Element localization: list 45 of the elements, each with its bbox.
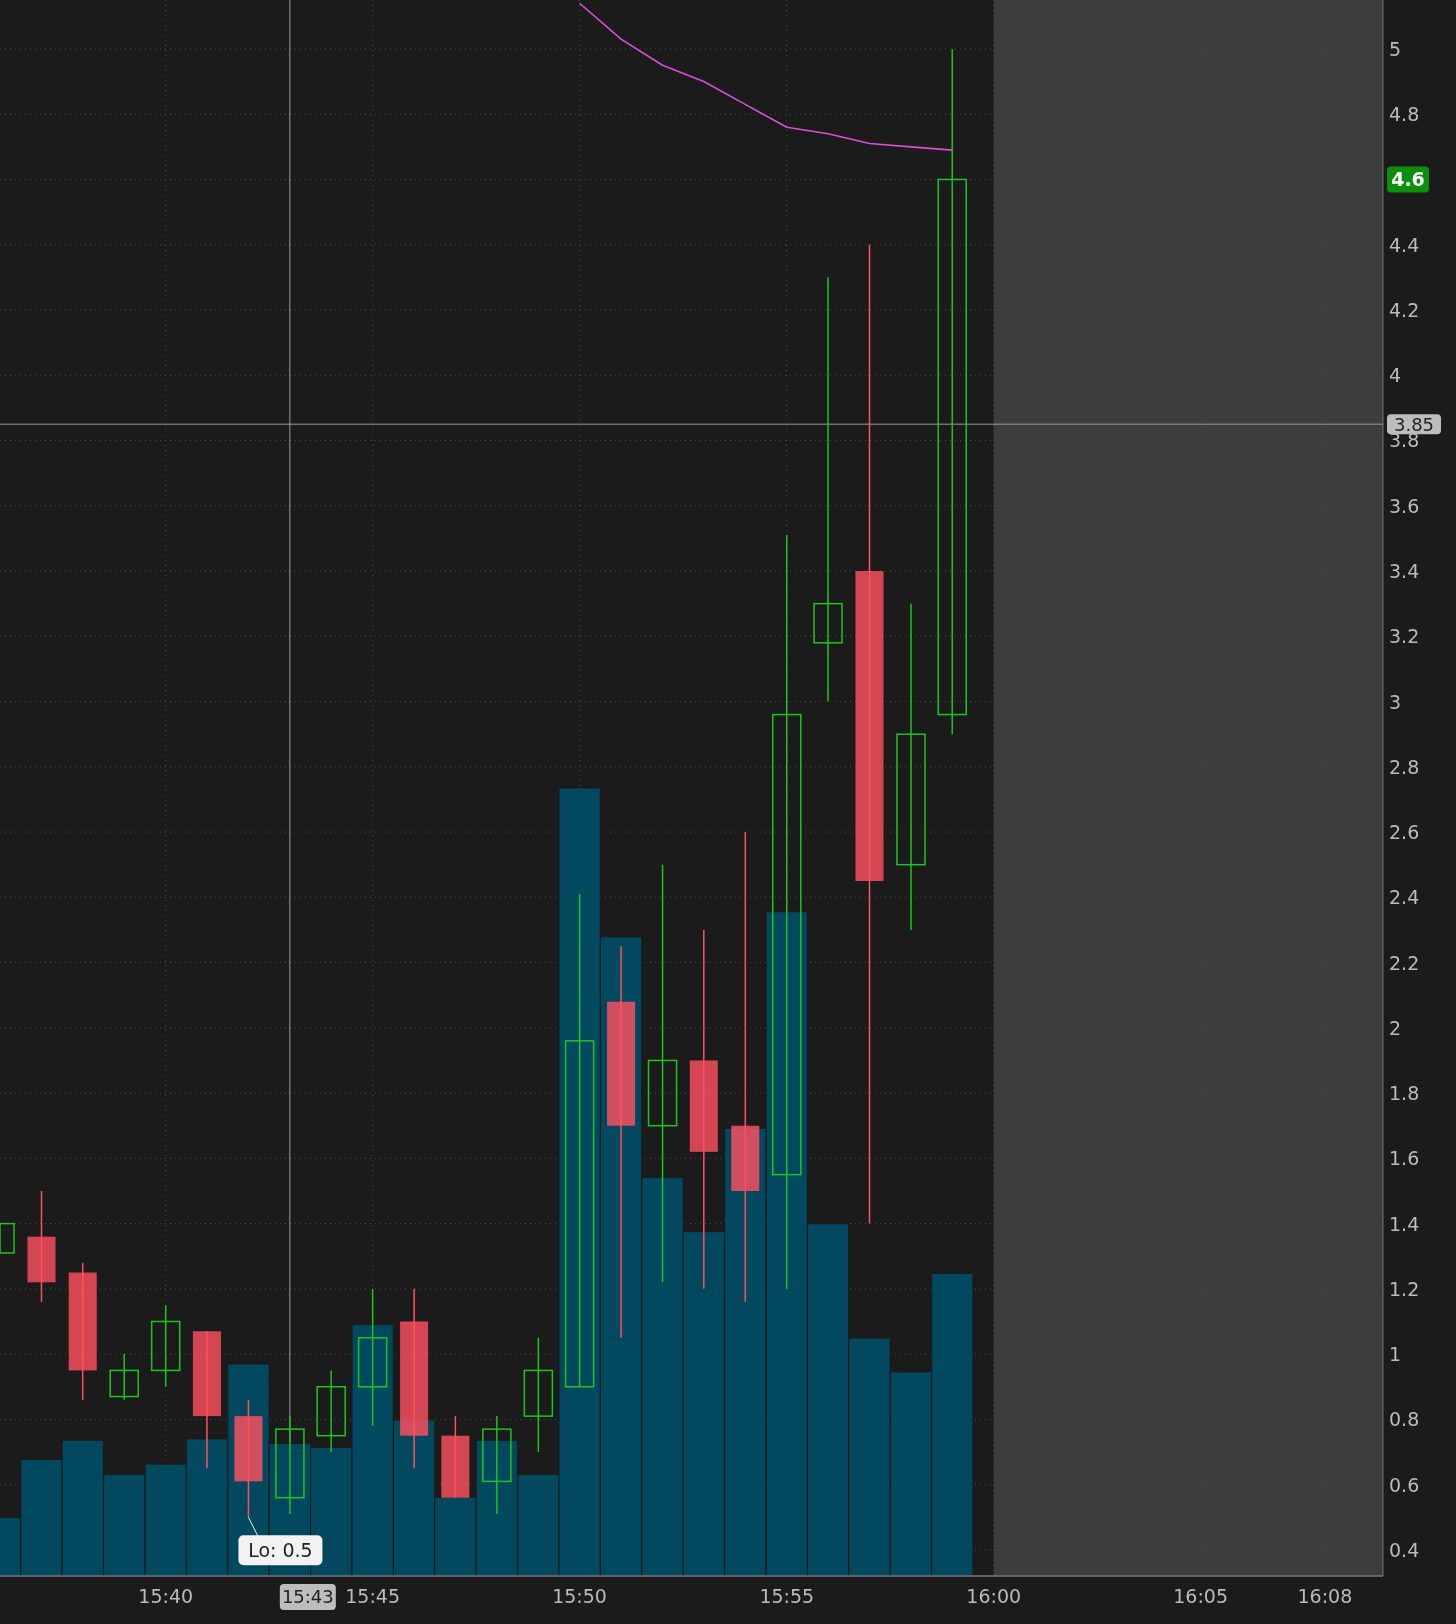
y-tick-label: 1.4 xyxy=(1389,1212,1420,1235)
y-tick-label: 3.2 xyxy=(1389,625,1420,648)
candlestick xyxy=(150,1304,181,1388)
x-tick-label: 16:00 xyxy=(966,1585,1022,1607)
y-tick-label: 0.8 xyxy=(1389,1408,1420,1431)
x-tick-label: 16:05 xyxy=(1173,1585,1229,1607)
annotation: 4.6 xyxy=(1391,168,1425,191)
y-tick-label: 4.2 xyxy=(1389,298,1420,321)
y-tick-label: 0.6 xyxy=(1389,1473,1420,1496)
x-tick-label: 15:45 xyxy=(345,1585,401,1607)
candlestick xyxy=(523,1337,554,1453)
y-tick-label: 2.6 xyxy=(1389,821,1420,844)
y-tick-label: 1.8 xyxy=(1389,1082,1420,1105)
y-tick-label: 3.4 xyxy=(1389,560,1420,583)
y-tick-label: 4.8 xyxy=(1389,103,1420,126)
y-tick-label: 1.6 xyxy=(1389,1147,1420,1170)
candlestick xyxy=(564,893,595,1388)
y-tick-label: 2.4 xyxy=(1389,886,1420,909)
candlestick xyxy=(896,602,926,931)
candlestick xyxy=(275,1415,305,1515)
y-tick-label: 2.8 xyxy=(1389,755,1420,778)
candlestick xyxy=(316,1369,346,1453)
y-tick-label: 2 xyxy=(1389,1016,1402,1039)
candlestick xyxy=(813,276,843,703)
y-tick-label: 2.2 xyxy=(1389,951,1420,974)
y-tick-label: 4 xyxy=(1389,364,1402,387)
y-tick-label: 1 xyxy=(1389,1343,1402,1366)
y-tick-label: 1.2 xyxy=(1389,1277,1420,1300)
y-tick-label: 3 xyxy=(1389,690,1402,713)
x-tick-label: 15:40 xyxy=(138,1585,194,1607)
line-series xyxy=(578,2,954,151)
candlestick xyxy=(482,1415,512,1515)
x-tick-label: 15:50 xyxy=(552,1585,607,1607)
candlestick xyxy=(357,1288,388,1427)
y-tick-label: 3.6 xyxy=(1389,494,1420,517)
x-tick-label: 16:08 xyxy=(1297,1585,1353,1607)
y-tick-label: 0.4 xyxy=(1389,1538,1420,1561)
annotation: 15:43 xyxy=(281,1586,334,1607)
y-tick-label: 4.4 xyxy=(1389,233,1420,256)
candlestick xyxy=(109,1353,139,1401)
y-tick-label: 5 xyxy=(1389,37,1402,60)
x-tick-label: 15:55 xyxy=(759,1585,815,1607)
candlestick xyxy=(937,48,967,735)
candlestick xyxy=(647,863,678,1284)
annotation: Lo: 0.5 xyxy=(248,1539,313,1562)
